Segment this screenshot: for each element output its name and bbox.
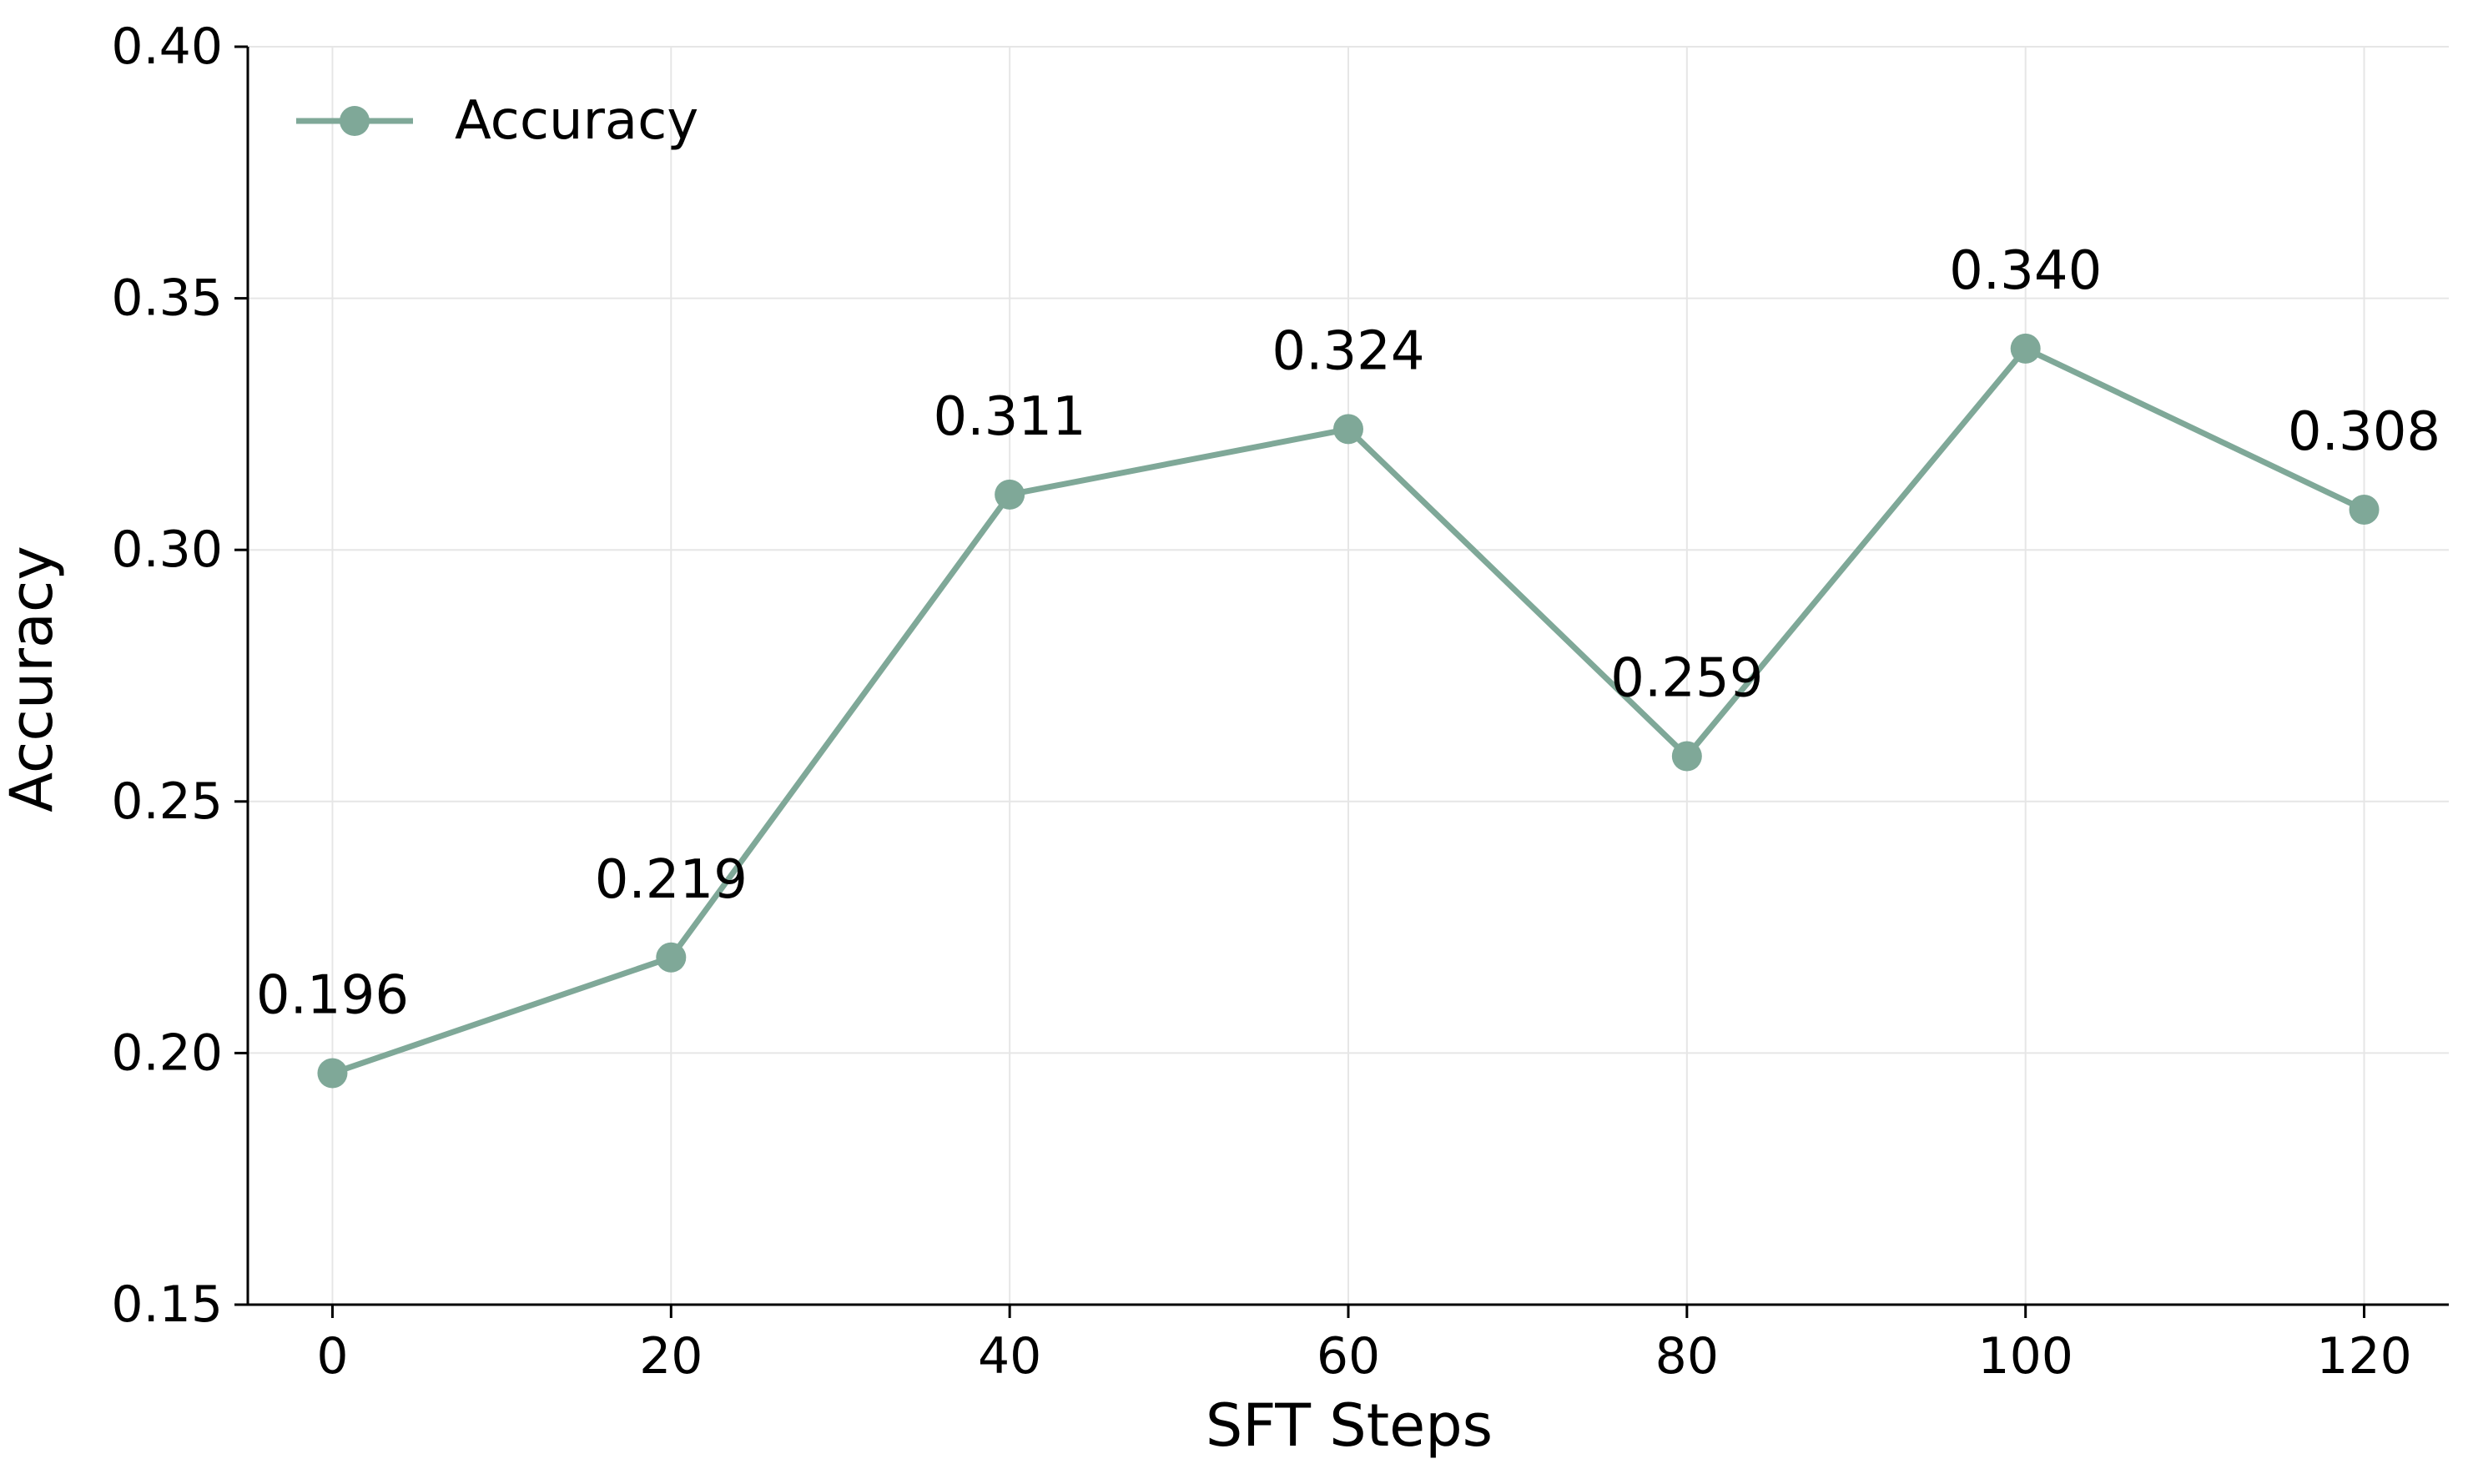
x-tick-label-0: 0 — [316, 1327, 348, 1386]
data-point-x40 — [995, 479, 1025, 510]
data-label-x120: 0.308 — [2288, 401, 2440, 463]
y-tick-label-0.25: 0.25 — [111, 772, 223, 831]
legend-label: Accuracy — [455, 90, 698, 152]
grid-lines — [248, 46, 2449, 1305]
data-point-x60 — [1333, 414, 1363, 445]
y-tick-label-0.20: 0.20 — [111, 1024, 223, 1082]
x-tick-label-20: 20 — [639, 1327, 703, 1386]
y-tick-label-0.30: 0.30 — [111, 521, 223, 579]
data-point-x80 — [1671, 741, 1702, 772]
y-tick-label-0.35: 0.35 — [111, 269, 223, 328]
x-tick-label-40: 40 — [978, 1327, 1041, 1386]
legend-marker-swatch — [340, 106, 370, 136]
y-tick-label-0.15: 0.15 — [111, 1275, 223, 1334]
y-tick-label-0.40: 0.40 — [111, 18, 223, 76]
data-label-x20: 0.219 — [595, 849, 748, 911]
data-label-x100: 0.340 — [1949, 240, 2102, 302]
data-labels: 0.196 0.219 0.311 0.324 0.259 0.340 0.308 — [256, 240, 2440, 1027]
data-label-x60: 0.324 — [1272, 320, 1424, 382]
x-tick-label-120: 120 — [2316, 1327, 2412, 1386]
y-axis-title: Accuracy — [0, 546, 66, 812]
x-tick-label-60: 60 — [1317, 1327, 1380, 1386]
data-label-x0: 0.196 — [256, 965, 409, 1027]
data-label-x80: 0.259 — [1610, 648, 1763, 710]
data-point-x20 — [656, 942, 687, 973]
series-layer — [317, 333, 2380, 1089]
data-point-x0 — [317, 1058, 348, 1089]
data-point-x120 — [2349, 494, 2380, 525]
legend: Accuracy — [296, 90, 698, 152]
x-axis-title: SFT Steps — [1206, 1391, 1493, 1460]
x-tick-label-100: 100 — [1977, 1327, 2073, 1386]
tick-marks: 0 20 40 60 80 100 120 0.15 0.20 0.25 0.30 0.35 0.40 — [111, 18, 2411, 1386]
data-point-x100 — [2010, 333, 2041, 364]
data-label-x40: 0.311 — [934, 386, 1086, 448]
x-tick-label-80: 80 — [1655, 1327, 1719, 1386]
